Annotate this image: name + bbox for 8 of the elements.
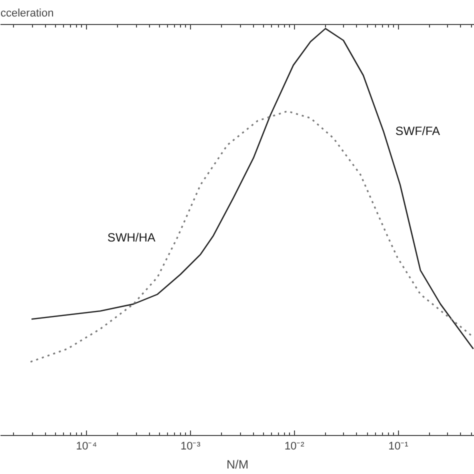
x-tick-label: 10⁻⁴ xyxy=(76,440,98,452)
series-label: SWH/HA xyxy=(107,230,156,244)
series-label: SWF/FA xyxy=(395,124,440,138)
x-axis-title: N/M xyxy=(226,458,248,472)
chart-title: cceleration xyxy=(0,8,54,20)
x-tick-label: 10⁻¹ xyxy=(388,440,409,452)
x-tick-label: 10⁻² xyxy=(284,440,305,452)
x-tick-label: 10⁻³ xyxy=(180,440,201,452)
